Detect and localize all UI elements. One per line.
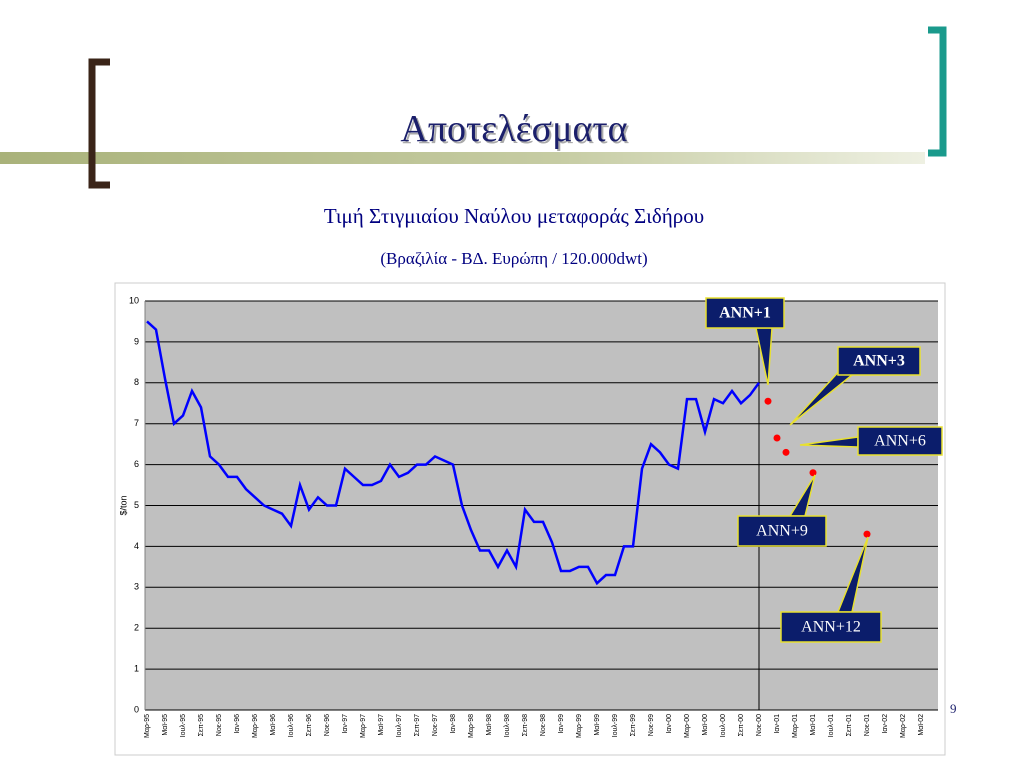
x-tick-label: Μαρ-97: [360, 714, 367, 738]
x-tick-label: Νοε-98: [540, 714, 547, 736]
callout-box: [737, 515, 827, 547]
y-tick-label: 5: [134, 500, 139, 510]
y-tick-label: 9: [134, 336, 139, 346]
x-tick-label: Ιουλ-98: [504, 714, 511, 737]
forecast-point: [764, 397, 772, 405]
x-tick-label: Ιουλ-01: [828, 714, 835, 737]
callout-label: ANN+1: [719, 305, 771, 322]
x-tick-label: Μαρ-00: [684, 714, 691, 738]
x-tick-label: Ιουλ-96: [288, 714, 295, 737]
x-tick-label: Σεπ-97: [414, 714, 421, 737]
title-shadow: Αποτελέσματα: [402, 110, 629, 152]
left-bracket: [88, 58, 110, 189]
y-tick-label: 0: [134, 704, 139, 714]
y-tick-label: 6: [134, 459, 139, 469]
y-tick-label: 7: [134, 418, 139, 428]
x-tick-label: Μαρ-01: [792, 714, 799, 738]
x-tick-label: Μαϊ-98: [486, 714, 493, 736]
x-tick-label: Ιουλ-99: [612, 714, 619, 737]
y-tick-label: 3: [134, 582, 139, 592]
callout-label: ANN+12: [801, 619, 861, 636]
callout-box: [705, 297, 785, 329]
x-tick-label: Μαρ-98: [468, 714, 475, 738]
x-tick-label: Σεπ-01: [846, 714, 853, 737]
x-tick-label: Μαρ-02: [900, 714, 907, 738]
title-bar: [0, 152, 925, 164]
y-tick-label: 8: [134, 377, 139, 387]
x-tick-label: Νοε-97: [432, 714, 439, 736]
x-tick-label: Μαϊ-95: [162, 714, 169, 736]
callout-label: ANN+3: [853, 353, 905, 370]
x-tick-label: Ιαν-98: [450, 714, 457, 734]
x-tick-label: Μαϊ-96: [270, 714, 277, 736]
callout-box: [837, 346, 921, 376]
callout-box: [780, 611, 882, 643]
x-tick-label: Μαϊ-01: [810, 714, 817, 736]
x-tick-label: Ιαν-02: [882, 714, 889, 734]
chart: 0 1 2 3 4 5 6 7 8 9 10 $/ton Μαρ-95 Μαϊ-95 Ιουλ-95 Σεπ-…: [118, 295, 943, 738]
x-tick-label: Μαρ-96: [252, 714, 259, 738]
page-number: 9: [950, 701, 957, 716]
x-tick-label: Νοε-01: [864, 714, 871, 736]
callout-label: ANN+9: [756, 523, 808, 540]
y-tick-label: 10: [129, 295, 139, 305]
x-tick-label: Ιαν-96: [234, 714, 241, 734]
chart-subtitle: (Βραζιλία - ΒΔ. Ευρώπη / 120.000dwt): [380, 249, 647, 268]
x-tick-label: Μαϊ-97: [378, 714, 385, 736]
x-tick-label: Μαρ-95: [144, 714, 151, 738]
slide-title: Αποτελέσματα: [400, 108, 627, 150]
x-tick-label: Ιαν-97: [342, 714, 349, 734]
x-tick-label: Νοε-96: [324, 714, 331, 736]
forecast-point: [863, 530, 871, 538]
price-line: [146, 320, 761, 586]
y-tick-label: 1: [134, 663, 139, 673]
forecast-point: [809, 469, 817, 477]
right-bracket: [928, 26, 947, 157]
x-tick-label: Σεπ-96: [306, 714, 313, 737]
x-tick-label: Σεπ-99: [630, 714, 637, 737]
x-tick-label: Ιουλ-97: [396, 714, 403, 737]
callout-box: [857, 426, 943, 456]
x-tick-label: Νοε-99: [648, 714, 655, 736]
x-tick-label: Μαϊ-99: [594, 714, 601, 736]
y-axis-label: $/ton: [118, 495, 128, 515]
x-tick-label: Μαρ-99: [576, 714, 583, 738]
x-tick-label: Σεπ-95: [198, 714, 205, 737]
x-tick-label: Μαϊ-00: [702, 714, 709, 736]
x-tick-label: Ιουλ-95: [180, 714, 187, 737]
x-tick-label: Ιουλ-00: [720, 714, 727, 737]
y-tick-label: 2: [134, 623, 139, 633]
x-tick-label: Σεπ-00: [738, 714, 745, 737]
x-tick-label: Ιαν-00: [666, 714, 673, 734]
x-tick-label: Μαϊ-02: [918, 714, 925, 736]
chart-title: Τιμή Στιγμιαίου Ναύλου μεταφοράς Σιδήρου: [324, 204, 704, 228]
x-tick-label: Νοε-95: [216, 714, 223, 736]
x-tick-label: Νοε-00: [756, 714, 763, 736]
y-tick-label: 4: [134, 541, 139, 551]
x-tick-label: Ιαν-99: [558, 714, 565, 734]
forecast-point: [782, 448, 790, 456]
callout-label: ANN+6: [874, 433, 926, 450]
forecast-point: [773, 434, 781, 442]
x-tick-label: Ιαν-01: [774, 714, 781, 734]
x-tick-label: Σεπ-98: [522, 714, 529, 737]
